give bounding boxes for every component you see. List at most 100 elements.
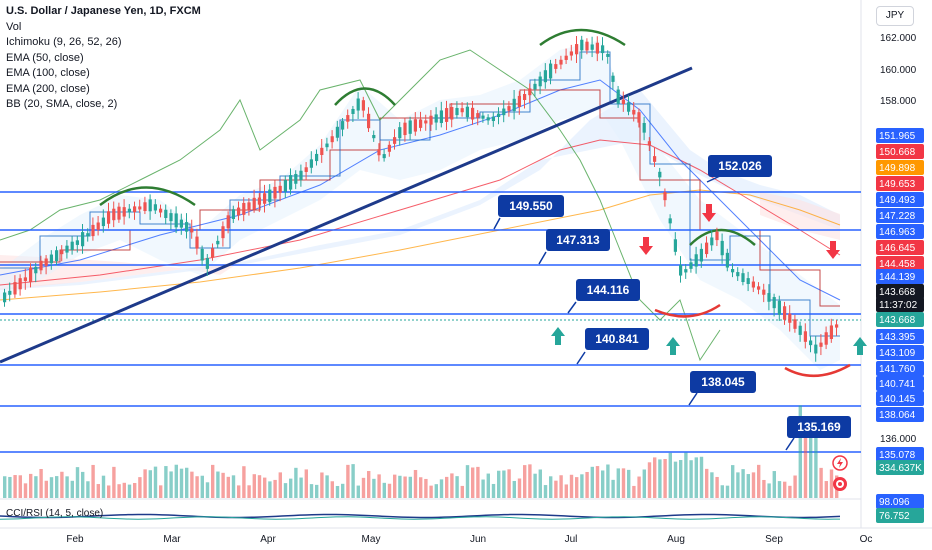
callout-149-550[interactable]: 149.550	[493, 195, 564, 230]
candle-body	[705, 242, 709, 255]
candle-body	[481, 115, 485, 119]
price-tag-bg	[876, 460, 924, 475]
volume-bar	[122, 482, 126, 498]
price-tag-label[interactable]: 140.741	[879, 379, 916, 390]
price-tag-label[interactable]: 140.145	[879, 394, 916, 405]
legend-volume[interactable]: Vol	[6, 20, 22, 33]
volume-bar	[299, 477, 303, 498]
cci-line	[0, 513, 841, 519]
candle-body	[263, 193, 267, 204]
candle-body	[252, 197, 256, 210]
price-tag-label[interactable]: 98.096	[879, 497, 910, 508]
arrow-up-icon[interactable]	[666, 337, 680, 355]
candle-body	[127, 208, 131, 213]
volume-bar	[55, 476, 59, 498]
currency-selector[interactable]: JPY	[876, 6, 914, 26]
arrow-down-icon[interactable]	[702, 204, 716, 222]
candle-body	[569, 51, 573, 56]
arc-top-1[interactable]	[99, 186, 196, 207]
legend-ema-50[interactable]: EMA (50, close)	[6, 51, 84, 64]
volume-bar	[803, 425, 808, 498]
arc-top-3[interactable]	[539, 28, 626, 47]
volume-bar	[159, 485, 163, 498]
price-tag-label[interactable]: 150.668	[879, 147, 916, 158]
arrow-down-icon[interactable]	[826, 241, 840, 259]
arrow-up-icon[interactable]	[551, 327, 565, 345]
arc-top-4[interactable]	[689, 228, 756, 246]
volume-bar	[424, 478, 428, 498]
price-tag-bg	[876, 208, 924, 223]
price-tag-label[interactable]: 11:37:02	[879, 300, 918, 311]
candle-body	[689, 262, 693, 269]
price-tag-bg	[876, 376, 924, 391]
volume-bar	[247, 485, 251, 498]
price-tag-label[interactable]: 147.228	[879, 211, 916, 222]
price-tag-label[interactable]: 135.078	[879, 450, 916, 461]
candle-body	[809, 340, 813, 346]
legend-ichimoku[interactable]: Ichimoku (9, 26, 52, 26)	[6, 36, 122, 48]
price-tag-bg	[876, 269, 924, 284]
volume-bar	[746, 474, 750, 498]
candle-body	[419, 119, 423, 128]
arrow-down-icon[interactable]	[639, 237, 653, 255]
price-tag-label[interactable]: 149.493	[879, 195, 916, 206]
arrow-up-icon[interactable]	[853, 337, 867, 355]
price-tag-label[interactable]: 144.139	[879, 272, 916, 283]
candle-body	[621, 99, 625, 105]
callout-138-045[interactable]: 138.045	[688, 371, 756, 406]
callout-135-169[interactable]: 135.169	[785, 416, 851, 451]
legend-ema-100[interactable]: EMA (100, close)	[6, 67, 90, 79]
price-tag-label[interactable]: 141.760	[879, 364, 916, 375]
candle-body	[70, 241, 74, 251]
candle-body	[471, 107, 475, 120]
target-icon[interactable]	[833, 477, 847, 491]
price-tag-label[interactable]: 334.637K	[879, 463, 922, 474]
candle-body	[382, 154, 386, 159]
arc-bottom-1[interactable]	[654, 303, 721, 318]
candle-body	[242, 202, 246, 215]
arc-bottom-2[interactable]	[784, 363, 851, 378]
candle-body	[564, 55, 568, 60]
lightning-icon[interactable]	[832, 455, 848, 471]
price-tag-label[interactable]: 146.645	[879, 243, 916, 254]
volume-bar	[653, 457, 657, 498]
arc-top-2[interactable]	[334, 87, 396, 106]
price-tag-label[interactable]: 144.458	[879, 259, 916, 270]
price-tag-label[interactable]: 149.898	[879, 163, 916, 174]
volume-bar	[543, 485, 548, 498]
symbol-title[interactable]: U.S. Dollar / Japanese Yen, 1D, FXCM	[6, 5, 201, 17]
volume-bar	[34, 476, 38, 498]
price-tag-label[interactable]: 149.653	[879, 179, 916, 190]
price-tag-label[interactable]: 151.965	[879, 131, 916, 142]
callout-140-841[interactable]: 140.841	[576, 328, 649, 365]
rsi-line	[0, 516, 841, 520]
volume-bar	[112, 466, 116, 498]
candle-body	[533, 83, 537, 90]
candle-body	[387, 144, 391, 152]
price-tag-label[interactable]: 138.064	[879, 410, 916, 421]
trend-line[interactable]	[0, 66, 693, 364]
price-tag-label[interactable]: 143.668	[879, 315, 916, 326]
candle-body	[658, 171, 662, 178]
price-tag-label[interactable]: 146.963	[879, 227, 916, 238]
callout-152-026[interactable]: 152.026	[706, 155, 772, 183]
oscillator-label[interactable]: CCI/RSI (14, 5, close)	[6, 508, 103, 519]
legend-bollinger[interactable]: BB (20, SMA, close, 2)	[6, 98, 118, 110]
candle-body	[476, 113, 480, 118]
volume-bar	[138, 477, 142, 498]
callout-144-116[interactable]: 144.116	[567, 279, 640, 314]
price-axis-tags: 151.965 150.668 149.898 149.653 149.493 147.2…	[876, 128, 924, 523]
callout-147-313[interactable]: 147.313	[538, 229, 610, 265]
volume-bar	[434, 484, 438, 498]
price-tag-label[interactable]: 143.395	[879, 332, 916, 343]
price-tag-label[interactable]: 76.752	[879, 511, 910, 522]
volume-bar	[642, 469, 646, 498]
volume-bar	[382, 482, 386, 498]
legend-ema-200[interactable]: EMA (200, close)	[6, 82, 90, 95]
price-tag-label[interactable]: 143.109	[879, 348, 916, 359]
volume-bar	[179, 468, 184, 498]
price-tag-label[interactable]: 143.668	[879, 287, 916, 298]
volume-bar	[523, 465, 527, 498]
volume-bar	[497, 470, 501, 498]
